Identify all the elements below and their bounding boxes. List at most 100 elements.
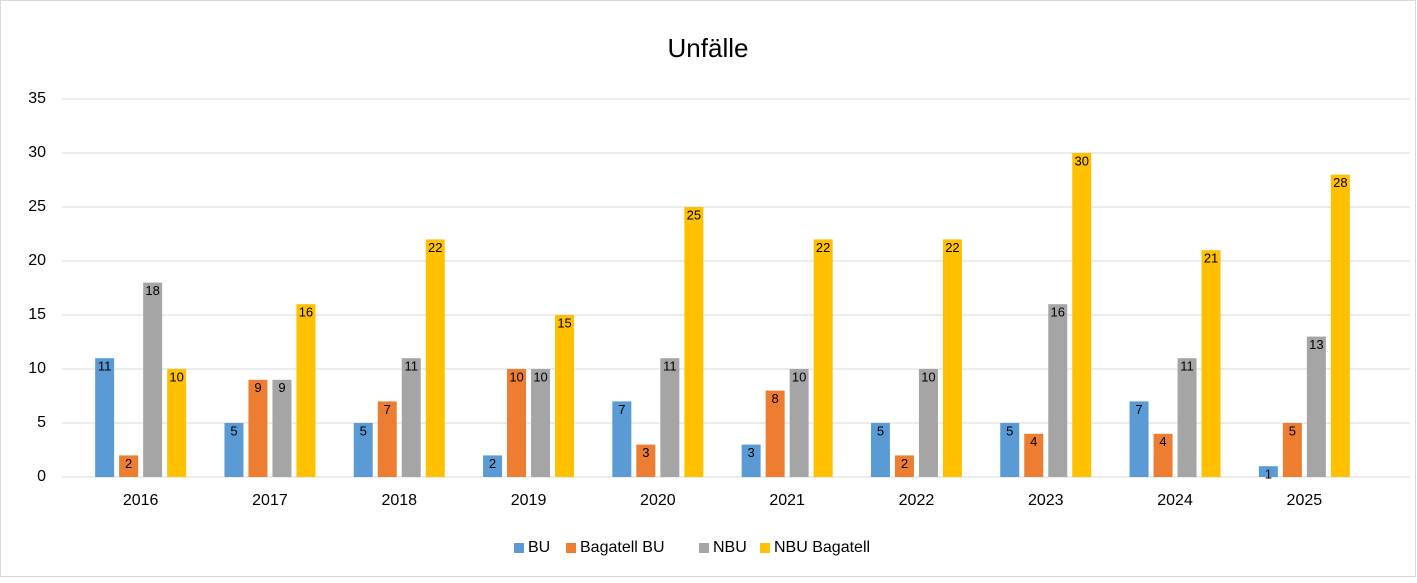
bar xyxy=(119,455,139,477)
bar xyxy=(942,239,962,477)
data-label: 10 xyxy=(792,369,806,384)
data-label: 22 xyxy=(428,240,442,255)
data-label: 1 xyxy=(1265,467,1272,482)
data-label: 10 xyxy=(921,369,935,384)
data-label: 11 xyxy=(405,359,419,374)
data-label: 7 xyxy=(618,402,625,417)
data-label: 9 xyxy=(254,380,261,395)
legend-swatch xyxy=(514,543,524,553)
bar xyxy=(1201,250,1221,477)
y-tick-label: 15 xyxy=(28,306,46,323)
data-label: 5 xyxy=(360,423,367,438)
data-label: 3 xyxy=(748,445,755,460)
bar xyxy=(1330,174,1350,477)
data-label: 9 xyxy=(278,380,285,395)
data-label: 10 xyxy=(169,369,183,384)
legend-swatch xyxy=(566,543,576,553)
x-tick-label: 2018 xyxy=(381,492,417,509)
data-label: 3 xyxy=(642,445,649,460)
bar xyxy=(1177,358,1197,477)
bar xyxy=(1153,433,1173,477)
data-label: 4 xyxy=(1030,434,1037,449)
x-tick-label: 2025 xyxy=(1287,492,1323,509)
bar xyxy=(1048,304,1068,477)
data-label: 25 xyxy=(687,207,701,222)
x-tick-label: 2020 xyxy=(640,492,676,509)
data-label: 22 xyxy=(816,240,830,255)
bar xyxy=(143,282,163,477)
y-tick-label: 0 xyxy=(37,468,46,485)
bar xyxy=(1282,423,1302,477)
data-label: 5 xyxy=(230,423,237,438)
bar xyxy=(765,390,785,477)
x-tick-label: 2019 xyxy=(511,492,547,509)
data-label: 5 xyxy=(1006,423,1013,438)
chart-title: Unfälle xyxy=(668,33,749,63)
y-tick-label: 30 xyxy=(28,144,46,161)
bar xyxy=(507,369,527,477)
data-label: 10 xyxy=(509,369,523,384)
data-label: 11 xyxy=(663,359,677,374)
bar xyxy=(483,455,503,477)
bar xyxy=(224,423,244,477)
y-tick-label: 10 xyxy=(28,360,46,377)
y-tick-label: 5 xyxy=(37,414,46,431)
legend-swatch xyxy=(699,543,709,553)
bar xyxy=(684,207,704,477)
y-tick-label: 35 xyxy=(28,90,46,107)
data-label: 15 xyxy=(557,315,571,330)
bar xyxy=(918,369,938,477)
legend-label: Bagatell BU xyxy=(580,539,665,556)
bar xyxy=(660,358,680,477)
x-tick-label: 2017 xyxy=(252,492,288,509)
x-tick-label: 2022 xyxy=(899,492,935,509)
data-label: 7 xyxy=(384,402,391,417)
bar xyxy=(870,423,890,477)
legend-label: NBU Bagatell xyxy=(774,539,870,556)
data-label: 13 xyxy=(1309,337,1323,352)
bar xyxy=(789,369,809,477)
bar xyxy=(636,444,656,477)
y-tick-label: 20 xyxy=(28,252,46,269)
x-tick-label: 2021 xyxy=(769,492,805,509)
bar xyxy=(353,423,373,477)
bar xyxy=(531,369,551,477)
data-label: 16 xyxy=(1051,305,1065,320)
data-label: 8 xyxy=(772,391,779,406)
legend-label: NBU xyxy=(713,539,747,556)
y-tick-label: 25 xyxy=(28,198,46,215)
bar xyxy=(555,315,575,477)
bar xyxy=(1306,336,1326,477)
legend-label: BU xyxy=(528,539,550,556)
bar xyxy=(401,358,421,477)
bar xyxy=(813,239,833,477)
data-label: 30 xyxy=(1075,153,1089,168)
legend-swatch xyxy=(760,543,770,553)
bar xyxy=(612,401,632,477)
bar xyxy=(1024,433,1044,477)
bar xyxy=(1129,401,1149,477)
data-label: 7 xyxy=(1135,402,1142,417)
bar xyxy=(425,239,445,477)
x-tick-label: 2024 xyxy=(1157,492,1193,509)
data-label: 2 xyxy=(901,456,908,471)
bar xyxy=(1072,153,1092,477)
data-label: 21 xyxy=(1204,251,1218,266)
data-label: 4 xyxy=(1159,434,1166,449)
data-label: 2 xyxy=(489,456,496,471)
data-label: 28 xyxy=(1333,175,1347,190)
bar xyxy=(296,304,316,477)
x-tick-label: 2016 xyxy=(123,492,159,509)
data-label: 22 xyxy=(945,240,959,255)
bar xyxy=(377,401,397,477)
data-label: 11 xyxy=(1180,359,1194,374)
data-label: 16 xyxy=(299,305,313,320)
bar xyxy=(272,379,292,477)
data-label: 10 xyxy=(533,369,547,384)
bar xyxy=(248,379,268,477)
data-label: 2 xyxy=(125,456,132,471)
bar xyxy=(167,369,187,477)
bar xyxy=(95,358,115,477)
